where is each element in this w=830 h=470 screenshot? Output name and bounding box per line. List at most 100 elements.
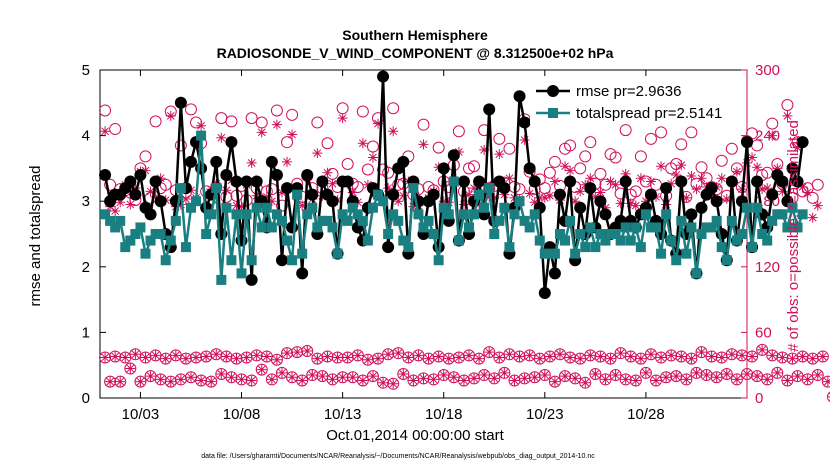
rmse-point	[245, 273, 258, 286]
obs-assimilated-point	[620, 374, 631, 385]
obs-possible-point	[518, 372, 531, 385]
obs-assimilated-point	[595, 351, 606, 362]
obs-assimilated-point	[610, 179, 621, 190]
spread-point	[590, 242, 601, 253]
obs-possible-point	[771, 366, 784, 379]
spread-point	[443, 209, 454, 220]
spread-point	[565, 215, 576, 226]
spread-point	[271, 209, 282, 220]
obs-assimilated-point	[549, 176, 560, 187]
spread-point	[463, 222, 474, 233]
obs-assimilated-point	[590, 191, 601, 202]
legend-spread-label: totalspread pr=2.5141	[576, 105, 722, 122]
obs-possible-point	[306, 369, 319, 382]
obs-assimilated-point	[630, 200, 641, 211]
rmse-point	[174, 96, 187, 109]
rmse-point	[619, 175, 632, 188]
rmse-point	[210, 155, 223, 168]
obs-assimilated-point	[752, 162, 763, 173]
obs-assimilated-point	[605, 176, 616, 187]
obs-possible-point	[705, 350, 718, 363]
obs-assimilated-point	[580, 377, 591, 388]
rmse-point	[220, 168, 233, 181]
obs-assimilated-point	[418, 373, 429, 384]
obs-possible-point	[432, 141, 445, 154]
obs-assimilated-point	[438, 370, 449, 381]
spread-point	[287, 255, 298, 266]
spread-point	[125, 235, 136, 246]
spread-point	[676, 215, 687, 226]
obs-assimilated-point	[782, 110, 793, 121]
obs-possible-point	[675, 138, 688, 151]
obs-assimilated-point	[671, 371, 682, 382]
obs-assimilated-point	[236, 374, 247, 385]
obs-possible-point	[826, 391, 830, 403]
obs-possible-point	[361, 353, 374, 366]
spread-point	[120, 242, 131, 253]
spread-point	[499, 202, 510, 213]
spread-point	[246, 255, 257, 266]
obs-assimilated-point	[261, 191, 272, 202]
rmse-point	[341, 175, 354, 188]
obs-possible-point	[644, 132, 657, 145]
obs-possible-point	[619, 124, 632, 137]
obs-assimilated-point	[140, 352, 151, 363]
obs-possible-point	[730, 373, 743, 386]
obs-assimilated-point	[681, 374, 692, 385]
rmse-point	[553, 188, 566, 201]
spread-point	[292, 189, 303, 200]
obs-assimilated-point	[484, 347, 495, 358]
rmse-point	[99, 168, 112, 181]
obs-assimilated-point	[575, 186, 586, 197]
obs-assimilated-point	[696, 173, 707, 184]
obs-possible-point	[270, 104, 283, 117]
obs-assimilated-point	[398, 190, 409, 201]
rmse-point	[195, 162, 208, 175]
obs-possible-point	[564, 139, 577, 152]
plot-area: 10/03 10/08 10/13 10/18 10/23 10/28 0 1 2 3 4 5 0 60 1…	[82, 62, 830, 423]
obs-assimilated-point	[539, 192, 550, 203]
obs-possible-point	[695, 346, 708, 359]
obs-possible-point	[281, 347, 294, 360]
obs-assimilated-point	[656, 161, 667, 172]
obs-assimilated-point	[534, 192, 545, 203]
obs-possible-point	[548, 155, 561, 168]
obs-assimilated-point	[201, 351, 212, 362]
spread-point	[489, 229, 500, 239]
obs-assimilated-point	[681, 192, 692, 203]
obs-assimilated-point	[398, 368, 409, 379]
rmse-point	[397, 155, 410, 168]
obs-assimilated-point	[216, 368, 227, 379]
spread-point	[337, 209, 348, 220]
y-tick-label-right: 300	[755, 62, 780, 79]
obs-assimilated-point	[544, 351, 555, 362]
obs-assimilated-point	[175, 199, 186, 210]
obs-assimilated-point	[362, 354, 373, 365]
obs-assimilated-point	[282, 348, 293, 359]
spread-point	[165, 235, 176, 246]
obs-possible-point	[149, 115, 162, 128]
spread-point	[772, 209, 783, 220]
spread-point	[524, 222, 535, 233]
obs-assimilated-point	[256, 364, 267, 375]
obs-assimilated-point	[393, 196, 404, 207]
obs-assimilated-point	[383, 349, 394, 360]
obs-assimilated-point	[757, 184, 768, 195]
obs-assimilated-point	[797, 181, 808, 192]
spread-point	[494, 215, 505, 226]
spread-point	[696, 229, 707, 239]
spread-point	[691, 268, 702, 279]
obs-assimilated-point	[544, 190, 555, 201]
rmse-point	[250, 175, 263, 188]
spread-point	[484, 183, 495, 194]
obs-assimilated-point	[246, 375, 257, 386]
obs-assimilated-point	[474, 199, 485, 210]
obs-assimilated-point	[342, 352, 353, 363]
obs-possible-point	[301, 344, 314, 357]
obs-assimilated-point	[307, 370, 318, 381]
obs-possible-point	[296, 374, 309, 387]
rmse-point	[594, 195, 607, 208]
obs-possible-point	[468, 160, 481, 173]
obs-assimilated-point	[383, 183, 394, 194]
rmse-point	[240, 175, 253, 188]
